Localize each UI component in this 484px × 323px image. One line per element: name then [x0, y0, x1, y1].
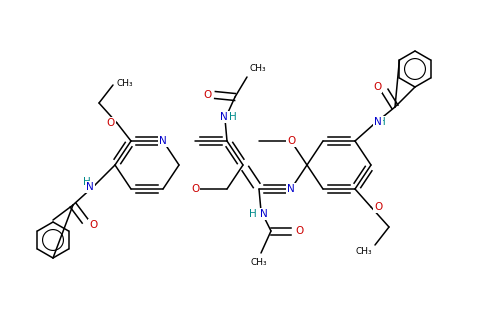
Text: H: H [378, 117, 386, 127]
Text: N: N [287, 184, 295, 194]
Text: H: H [83, 177, 91, 187]
Text: N: N [159, 136, 167, 146]
Text: O: O [191, 184, 199, 194]
Text: O: O [287, 136, 295, 146]
Text: CH₃: CH₃ [251, 258, 267, 267]
Text: O: O [374, 202, 382, 212]
Text: O: O [203, 90, 211, 100]
Text: H: H [249, 209, 257, 219]
Text: N: N [260, 209, 268, 219]
Text: O: O [373, 82, 381, 92]
Text: CH₃: CH₃ [355, 247, 372, 256]
Text: O: O [295, 226, 303, 236]
Text: N: N [220, 112, 228, 122]
Text: CH₃: CH₃ [116, 78, 133, 88]
Text: CH₃: CH₃ [249, 64, 266, 73]
Text: H: H [229, 112, 237, 122]
Text: O: O [107, 118, 115, 128]
Text: N: N [86, 182, 94, 192]
Text: O: O [89, 220, 97, 230]
Text: N: N [374, 117, 382, 127]
